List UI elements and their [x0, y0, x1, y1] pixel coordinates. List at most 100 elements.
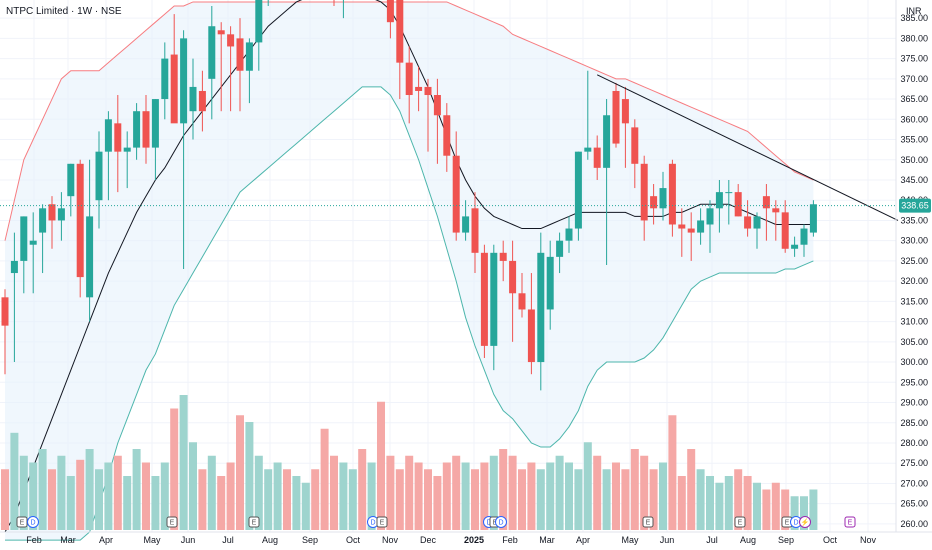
candle[interactable]: [180, 30, 188, 269]
candle-body: [697, 220, 705, 233]
candle[interactable]: [772, 200, 780, 241]
candle[interactable]: [462, 200, 470, 241]
candle[interactable]: [574, 151, 582, 241]
trendline-line[interactable]: [596, 74, 899, 221]
candle[interactable]: [800, 224, 808, 257]
candle[interactable]: [762, 184, 770, 241]
candle[interactable]: [697, 208, 705, 245]
candle[interactable]: [67, 163, 75, 217]
candle[interactable]: [527, 273, 535, 375]
candle[interactable]: [227, 26, 235, 112]
candle[interactable]: [556, 232, 564, 274]
candle[interactable]: [612, 82, 620, 148]
candle[interactable]: [433, 78, 441, 164]
candle[interactable]: [424, 78, 432, 152]
candle[interactable]: [668, 159, 676, 237]
candle[interactable]: [603, 99, 611, 265]
candle[interactable]: [86, 159, 94, 322]
candle[interactable]: [133, 103, 141, 160]
candle[interactable]: [198, 70, 206, 132]
candle[interactable]: [76, 159, 84, 298]
candle[interactable]: [255, 0, 263, 71]
candle[interactable]: [386, 0, 394, 39]
candle[interactable]: [95, 131, 103, 229]
event-marker-split[interactable]: ⚡: [799, 516, 811, 528]
candle[interactable]: [546, 240, 554, 330]
volume-bar: [743, 476, 752, 530]
event-marker-earnings-future[interactable]: E: [844, 516, 856, 528]
candle[interactable]: [565, 216, 573, 253]
candle[interactable]: [236, 18, 244, 112]
event-marker-earnings[interactable]: E: [166, 516, 178, 528]
event-marker-earnings[interactable]: E: [376, 516, 388, 528]
candle[interactable]: [39, 204, 47, 274]
candle-body: [518, 293, 526, 310]
candle[interactable]: [725, 179, 733, 225]
candle[interactable]: [452, 131, 460, 241]
candle[interactable]: [734, 184, 742, 217]
price-tick-label: 375.00: [900, 54, 928, 64]
candle[interactable]: [715, 179, 723, 233]
event-marker-dividend[interactable]: D: [495, 516, 507, 528]
candle[interactable]: [753, 212, 761, 249]
event-marker-earnings[interactable]: E: [642, 516, 654, 528]
candle[interactable]: [405, 46, 413, 124]
candle[interactable]: [593, 135, 601, 180]
candle[interactable]: [480, 244, 488, 359]
candle[interactable]: [687, 212, 695, 261]
candle[interactable]: [151, 99, 159, 180]
candle[interactable]: [490, 244, 498, 371]
event-marker-earnings[interactable]: E: [734, 516, 746, 528]
last-price-tag[interactable]: 338.65: [899, 198, 931, 213]
candle[interactable]: [640, 155, 648, 241]
event-marker-earnings[interactable]: E: [16, 516, 28, 528]
candle[interactable]: [537, 232, 545, 391]
candle[interactable]: [48, 196, 56, 249]
event-marker-earnings[interactable]: E: [248, 516, 260, 528]
candle[interactable]: [584, 70, 592, 160]
candle[interactable]: [142, 95, 150, 164]
candle[interactable]: [123, 131, 131, 189]
candle[interactable]: [245, 38, 253, 104]
candle[interactable]: [170, 14, 178, 124]
candle[interactable]: [189, 58, 197, 140]
candle[interactable]: [678, 208, 686, 257]
candlesticks[interactable]: [1, 0, 817, 391]
candle[interactable]: [217, 22, 225, 112]
time-axis[interactable]: Feb Mar Apr May Jun Jul Aug Sep Oct Nov Dec 2025 Feb…: [0, 531, 932, 545]
candle[interactable]: [340, 0, 347, 19]
event-marker-dividend[interactable]: D: [27, 516, 39, 528]
time-label: Dec: [420, 535, 437, 545]
price-axis[interactable]: 385.00 380.00 375.00 370.00 365.00 360.00 355.…: [895, 0, 931, 532]
trendline[interactable]: [596, 74, 899, 221]
candle[interactable]: [396, 0, 404, 100]
candle[interactable]: [10, 232, 18, 363]
candle[interactable]: [208, 6, 216, 120]
candle[interactable]: [57, 192, 65, 241]
candle[interactable]: [744, 200, 752, 237]
candle[interactable]: [29, 212, 37, 294]
time-label: Feb: [502, 535, 518, 545]
candle[interactable]: [791, 236, 799, 257]
candle[interactable]: [659, 171, 667, 221]
candle[interactable]: [443, 103, 451, 172]
candle[interactable]: [114, 95, 122, 193]
candle[interactable]: [706, 200, 714, 253]
candle[interactable]: [518, 273, 526, 318]
candle-body: [574, 151, 582, 229]
candle[interactable]: [809, 200, 817, 237]
candle[interactable]: [415, 66, 423, 112]
candle[interactable]: [161, 42, 169, 120]
candle[interactable]: [509, 240, 517, 342]
candle[interactable]: [104, 111, 112, 201]
candle[interactable]: [781, 200, 789, 253]
candle[interactable]: [499, 240, 507, 282]
candle[interactable]: [631, 119, 639, 189]
candle[interactable]: [650, 184, 658, 225]
candle[interactable]: [20, 216, 28, 294]
event-markers[interactable]: E D E E D E D E D E E E D ⚡ E: [16, 516, 856, 528]
candle[interactable]: [621, 86, 629, 168]
candle[interactable]: [1, 289, 9, 375]
